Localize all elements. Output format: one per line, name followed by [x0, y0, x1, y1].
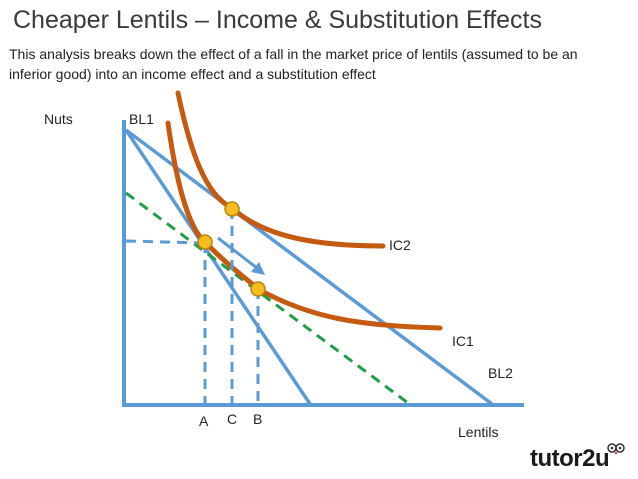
- compensated-budget-line: [125, 191, 409, 405]
- point-b-label: B: [253, 411, 262, 427]
- budget-line-2-label: BL2: [488, 365, 513, 381]
- brand-logo: tutor2u: [530, 445, 610, 473]
- indifference-curve-2: [175, 90, 386, 249]
- owl-icon: [607, 443, 625, 454]
- guide-line-a-horizontal: [125, 239, 205, 245]
- point-b-marker: [250, 281, 266, 297]
- indifference-curve-2-label: IC2: [389, 237, 411, 253]
- budget-line-1-label: BL1: [129, 111, 154, 127]
- page-title: Cheaper Lentils – Income & Substitution …: [13, 6, 543, 34]
- substitution-arrow-head: [251, 262, 265, 275]
- point-c-marker: [224, 201, 240, 217]
- point-a-label: A: [199, 413, 209, 429]
- point-c-label: C: [227, 411, 237, 427]
- indifference-curve-1: [165, 120, 443, 331]
- page-subtitle: This analysis breaks down the effect of …: [9, 46, 578, 82]
- budget-line-2: [124, 128, 494, 406]
- budget-line-1: [124, 129, 312, 405]
- brand-name-part2: 2u: [582, 445, 610, 472]
- indifference-curve-1-label: IC1: [452, 333, 474, 349]
- substitution-arrow: [217, 236, 258, 270]
- y-axis-label: Nuts: [44, 111, 73, 127]
- brand-name-part1: tutor: [530, 445, 583, 472]
- point-a-marker: [197, 234, 213, 250]
- x-axis-label: Lentils: [458, 424, 498, 440]
